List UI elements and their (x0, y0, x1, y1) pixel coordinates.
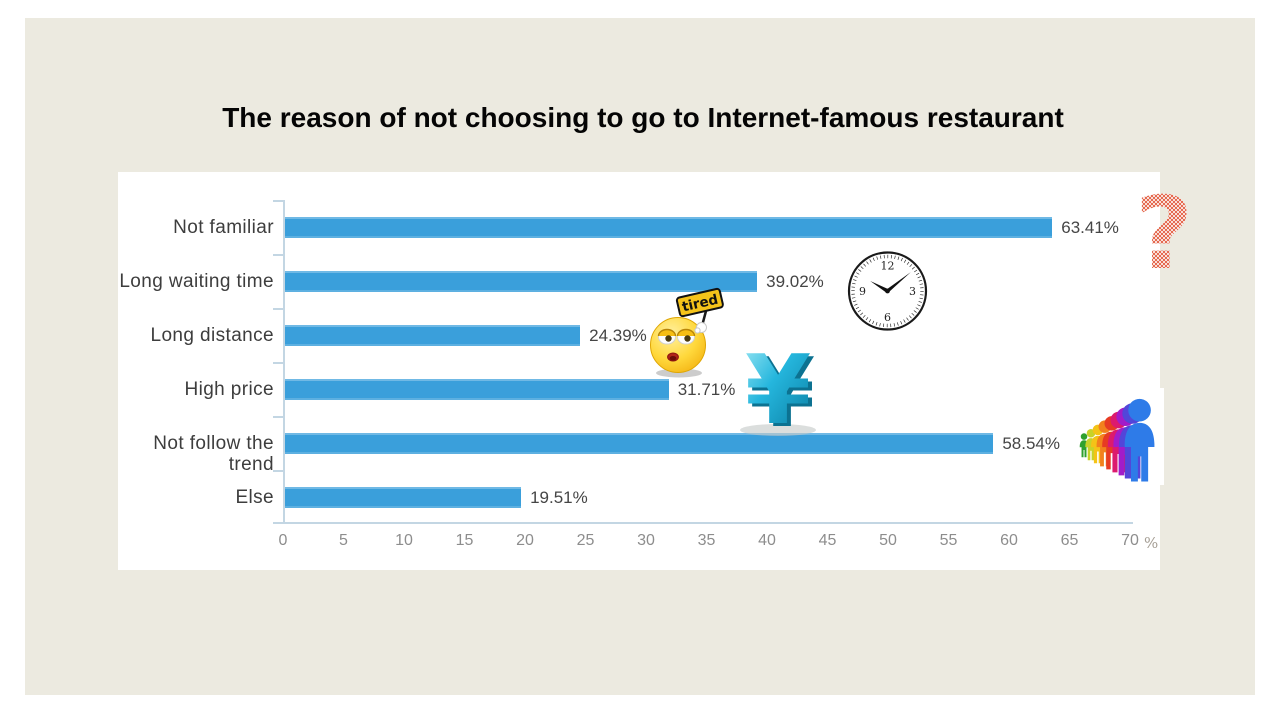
bar-row: Else 19.51% (118, 486, 1160, 508)
clock-icon: 12 3 6 9 (847, 251, 928, 331)
x-axis-tick-label: 55 (939, 532, 958, 549)
y-axis-tick (273, 362, 283, 364)
x-axis-tick-label: 10 (395, 532, 413, 549)
y-axis-tick (273, 470, 283, 472)
bar (285, 486, 522, 508)
bar (285, 432, 994, 454)
bar-row: Not follow the trend 58.54% (118, 432, 1160, 475)
clock-minute-hand (886, 272, 911, 293)
svg-text:¥: ¥ (745, 344, 811, 438)
clock-numeral-9: 9 (859, 285, 866, 298)
x-axis-tick-label: 25 (576, 532, 595, 549)
y-axis-tick (273, 200, 283, 202)
category-label: Not follow the trend (153, 432, 274, 475)
question-mark-icon: ? (1136, 190, 1192, 284)
x-axis-tick-label: 50 (879, 532, 897, 549)
x-axis-tick-label: 65 (1060, 532, 1079, 549)
x-axis-unit-label: % (1144, 534, 1159, 552)
x-axis-tick-label: 45 (818, 532, 837, 549)
x-axis-tick-label: 20 (516, 532, 534, 549)
value-label: 24.39% (589, 325, 647, 345)
x-axis-line (273, 522, 1133, 524)
x-axis-tick-label: 40 (758, 532, 776, 549)
x-axis-tick-label: 5 (339, 532, 348, 549)
category-label: High price (184, 378, 274, 400)
bar-row: Long waiting time 39.02% (118, 270, 1160, 292)
value-label: 63.41% (1061, 217, 1119, 237)
svg-text:¥: ¥ (749, 344, 815, 438)
x-axis-tick-label: 35 (697, 532, 716, 549)
y-axis-tick (273, 308, 283, 310)
slide-title: The reason of not choosing to go to Inte… (222, 102, 1064, 133)
svg-text:?: ? (1136, 190, 1192, 284)
y-axis-tick (273, 416, 283, 418)
x-axis-tick-label: 0 (278, 532, 288, 549)
value-label: 58.54% (1002, 433, 1060, 453)
y-axis-tick (273, 254, 283, 256)
bar (285, 270, 758, 292)
x-axis-tick-label: 70 (1121, 532, 1139, 549)
category-label: Else (235, 486, 274, 508)
value-label: 39.02% (766, 271, 824, 291)
category-label: Long waiting time (119, 270, 274, 292)
value-label: 19.51% (530, 487, 588, 507)
bar (285, 324, 581, 346)
value-label: 31.71% (677, 379, 736, 399)
category-label: Not familiar (173, 216, 274, 238)
tired-sign: tired (675, 287, 724, 318)
y-axis-line (283, 200, 285, 523)
chart-panel: Not familiar 63.41% Long waiting time 39.02… (118, 172, 1160, 570)
people-icon (1076, 388, 1164, 485)
x-axis-tick-label: 30 (637, 532, 655, 549)
yen-symbol-icon: ¥ ¥ (740, 344, 816, 438)
tired-emoji-icon: tired (650, 287, 724, 378)
clock-numeral-6: 6 (884, 311, 891, 324)
bar (285, 378, 669, 400)
bar-row: Long distance 24.39% (118, 324, 1160, 346)
clock-hour-hand (870, 281, 889, 293)
bar-row: Not familiar 63.41% (118, 216, 1160, 238)
x-axis-tick-label: 15 (455, 532, 474, 549)
category-label: Long distance (150, 324, 274, 346)
bar-row: High price 31.71% (118, 378, 1160, 400)
clock-numeral-3: 3 (909, 285, 916, 298)
bar (285, 216, 1053, 238)
x-axis-tick-label: 60 (1000, 532, 1018, 549)
clock-numeral-12: 12 (881, 260, 895, 273)
